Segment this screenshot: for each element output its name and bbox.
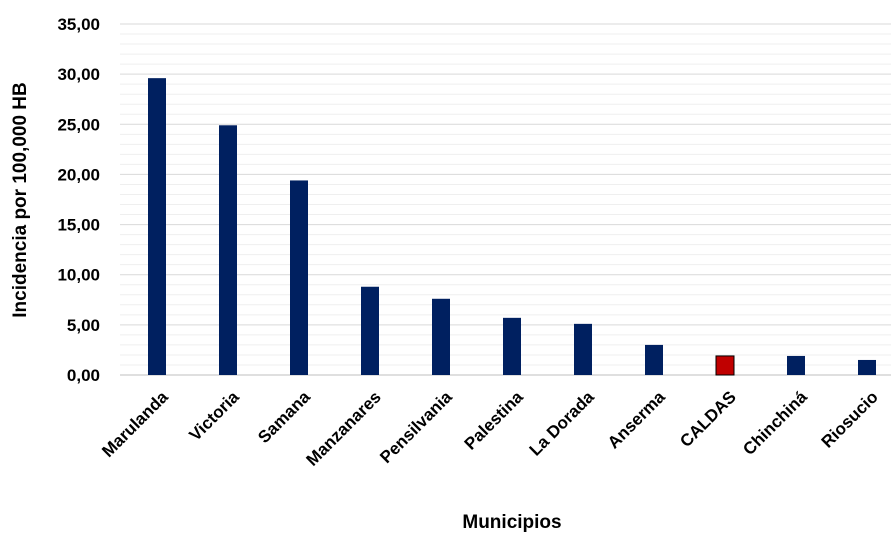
- x-tick-label: CALDAS: [676, 387, 740, 451]
- x-tick-label: Pensilvania: [376, 387, 456, 467]
- y-tick-label: 30,00: [57, 65, 100, 84]
- x-tick-label: Manzanares: [303, 387, 385, 469]
- y-tick-label: 10,00: [57, 266, 100, 285]
- x-tick-label: Victoria: [186, 387, 244, 445]
- bar: [432, 298, 450, 375]
- gridlines: [120, 23, 891, 366]
- x-tick-label: La Dorada: [526, 387, 599, 460]
- y-axis-title: Incidencia por 100,000 HB: [10, 82, 31, 318]
- bar: [290, 180, 308, 375]
- y-tick-label: 35,00: [57, 15, 100, 34]
- y-tick-label: 25,00: [57, 115, 100, 134]
- y-tick-label: 5,00: [67, 316, 100, 335]
- bar: [858, 359, 876, 375]
- x-tick-label: Samana: [254, 387, 314, 447]
- bar: [645, 344, 663, 375]
- y-tick-label: 20,00: [57, 165, 100, 184]
- x-tick-label: Palestina: [461, 387, 528, 454]
- x-axis-title: Municipios: [462, 512, 561, 533]
- bar: [715, 355, 735, 376]
- y-tick-labels: 0,00 5,00 10,00 15,00 20,00 25,00 30,00 35,00: [57, 15, 100, 385]
- y-tick-label: 0,00: [67, 366, 100, 385]
- y-tick-label: 15,00: [57, 216, 100, 235]
- x-tick-label: Riosucio: [818, 387, 882, 451]
- x-tick-labels: Marulanda Victoria SamanaManzanaresPensilv…: [98, 387, 882, 470]
- x-tick-label: Anserma: [604, 387, 669, 452]
- bar: [787, 355, 805, 375]
- x-tick-label: Chinchiná: [739, 387, 811, 459]
- x-tick-label: Marulanda: [98, 387, 172, 461]
- bar: [574, 323, 592, 375]
- bar: [503, 317, 521, 375]
- bar: [219, 125, 237, 375]
- bars: [148, 78, 876, 376]
- bar: [148, 78, 166, 375]
- bar: [361, 286, 379, 375]
